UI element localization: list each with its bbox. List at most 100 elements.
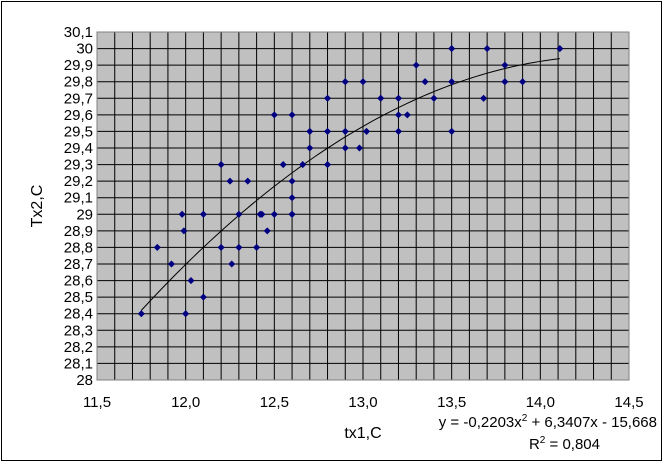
data-point: [306, 127, 314, 135]
y-axis-tick-labels: 2828,128,228,328,428,528,628,728,828,929…: [64, 24, 93, 389]
data-point: [270, 210, 278, 218]
data-point: [182, 310, 190, 318]
data-point: [178, 210, 186, 218]
equation-exponent: 2: [522, 413, 528, 424]
y-tick-label: 28,4: [64, 306, 93, 323]
x-tick-label: 13,5: [437, 394, 466, 411]
data-point: [288, 177, 296, 185]
data-point: [288, 111, 296, 119]
data-point: [480, 94, 488, 102]
data-point: [199, 293, 207, 301]
x-tick-label: 11,5: [83, 394, 111, 411]
equation-prefix: y =: [439, 414, 464, 431]
data-point: [244, 177, 252, 185]
y-tick-label: 28,1: [64, 355, 93, 372]
y-tick-label: 28,2: [64, 339, 93, 356]
data-point: [226, 177, 234, 185]
data-point: [359, 78, 367, 86]
x-axis-tick-labels: 11,5 12,0 12,5 13,0 13,5 14,0 14,5: [83, 394, 644, 411]
y-tick-label: 29,2: [64, 173, 93, 190]
data-point: [288, 194, 296, 202]
data-point: [180, 227, 188, 235]
y-tick-label: 28,9: [64, 223, 93, 240]
y-tick-label: 30: [76, 41, 93, 58]
data-point: [448, 127, 456, 135]
y-tick-label: 28,7: [64, 256, 93, 273]
equation-rest: + 6,3407x - 15,668: [527, 414, 657, 431]
data-point: [394, 127, 403, 135]
data-point: [258, 210, 266, 218]
data-point: [235, 210, 243, 218]
y-tick-label: 28,6: [64, 273, 93, 290]
data-points: [137, 45, 564, 318]
x-tick-label: 14,5: [614, 394, 643, 411]
data-point: [153, 243, 161, 251]
data-point: [341, 78, 349, 86]
data-point: [279, 161, 287, 169]
y-tick-label: 29,3: [64, 157, 93, 174]
equation-coef-a: -0,2203x: [463, 414, 522, 431]
trendline: [140, 58, 560, 311]
y-tick-label: 29,6: [64, 107, 93, 124]
y-axis-title: Tx2,C: [29, 185, 46, 228]
data-point: [501, 78, 509, 86]
data-point: [299, 161, 307, 169]
data-point: [228, 260, 236, 268]
data-point: [288, 210, 296, 218]
data-point: [421, 78, 429, 86]
data-point: [341, 127, 349, 135]
data-point: [556, 45, 564, 53]
x-tick-label: 13,0: [348, 394, 377, 411]
data-point: [235, 243, 243, 251]
data-point: [412, 61, 420, 69]
data-point: [519, 78, 527, 86]
data-point: [199, 210, 207, 218]
y-tick-label: 29,8: [64, 74, 93, 91]
data-point: [323, 161, 332, 169]
x-axis-title: tx1,C: [344, 425, 381, 442]
y-tick-label: 29,7: [64, 90, 93, 107]
data-point: [363, 127, 371, 135]
y-tick-label: 29: [76, 206, 93, 223]
data-point: [217, 243, 225, 251]
y-tick-label: 30,1: [64, 24, 93, 41]
y-tick-label: 28,3: [64, 322, 93, 339]
data-point: [217, 161, 225, 169]
x-tick-label: 12,5: [260, 394, 289, 411]
vertical-gridlines: [96, 32, 630, 380]
y-tick-label: 29,9: [64, 57, 93, 74]
data-point: [263, 227, 271, 235]
r2-value: = 0,804: [545, 436, 600, 453]
x-tick-label: 14,0: [526, 394, 555, 411]
data-point: [501, 61, 509, 69]
data-point: [306, 144, 314, 152]
x-tick-label: 12,0: [171, 394, 200, 411]
y-tick-label: 28,5: [64, 289, 93, 306]
r-squared-label: R2 = 0,804: [529, 435, 600, 453]
r2-label: R: [529, 436, 540, 453]
data-point: [323, 94, 332, 102]
r2-exponent: 2: [540, 435, 546, 446]
data-point: [377, 94, 385, 102]
data-point: [394, 111, 403, 119]
data-point: [323, 127, 332, 135]
y-tick-label: 29,5: [64, 123, 93, 140]
trendline-equation: y = -0,2203x2 + 6,3407x - 15,668: [439, 413, 657, 431]
data-point: [270, 111, 278, 119]
data-point: [403, 111, 411, 119]
y-tick-label: 29,4: [64, 140, 93, 157]
y-tick-label: 28,8: [64, 239, 93, 256]
data-point: [341, 144, 349, 152]
data-point: [253, 243, 261, 251]
data-point: [355, 144, 363, 152]
plot-border: [96, 31, 630, 381]
data-point: [394, 94, 403, 102]
data-point: [448, 45, 456, 53]
data-point: [187, 277, 195, 285]
data-point: [167, 260, 176, 268]
data-point: [448, 78, 456, 86]
data-point: [137, 310, 145, 318]
y-tick-label: 29,1: [64, 190, 93, 207]
